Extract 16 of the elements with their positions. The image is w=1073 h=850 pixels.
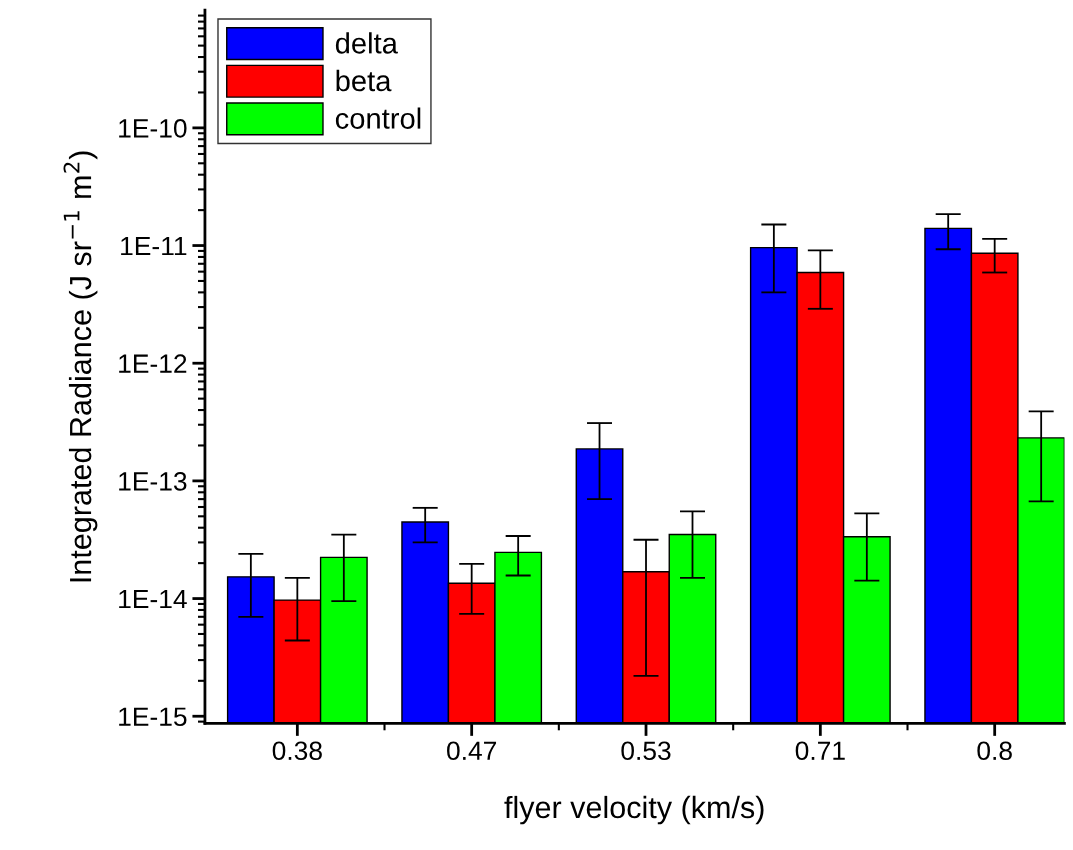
y-tick-label: 1E-14 — [119, 589, 187, 609]
x-tick-label: 0.8 — [977, 741, 1012, 761]
legend-label: beta — [336, 69, 392, 92]
x-tick-label: 0.38 — [272, 741, 322, 761]
y-axis-title: Integrated Radiance (J sr$^{−1}$ m$^{2}$) — [63, 151, 98, 582]
legend-label: delta — [335, 32, 398, 54]
x-tick-label: 0.47 — [447, 741, 497, 761]
y-tick-label: 1E-12 — [119, 354, 187, 373]
x-axis-title: flyer velocity (km/s) — [504, 795, 764, 825]
y-tick-label: 1E-15 — [119, 707, 187, 727]
y-tick-label: 1E-11 — [121, 236, 187, 256]
x-tick-label: 0.53 — [621, 741, 671, 761]
y-tick-label: 1E-10 — [119, 119, 187, 138]
x-tick-label: 0.71 — [795, 741, 845, 761]
legend-label: control — [335, 107, 421, 129]
y-tick-label: 1E-13 — [119, 472, 187, 491]
